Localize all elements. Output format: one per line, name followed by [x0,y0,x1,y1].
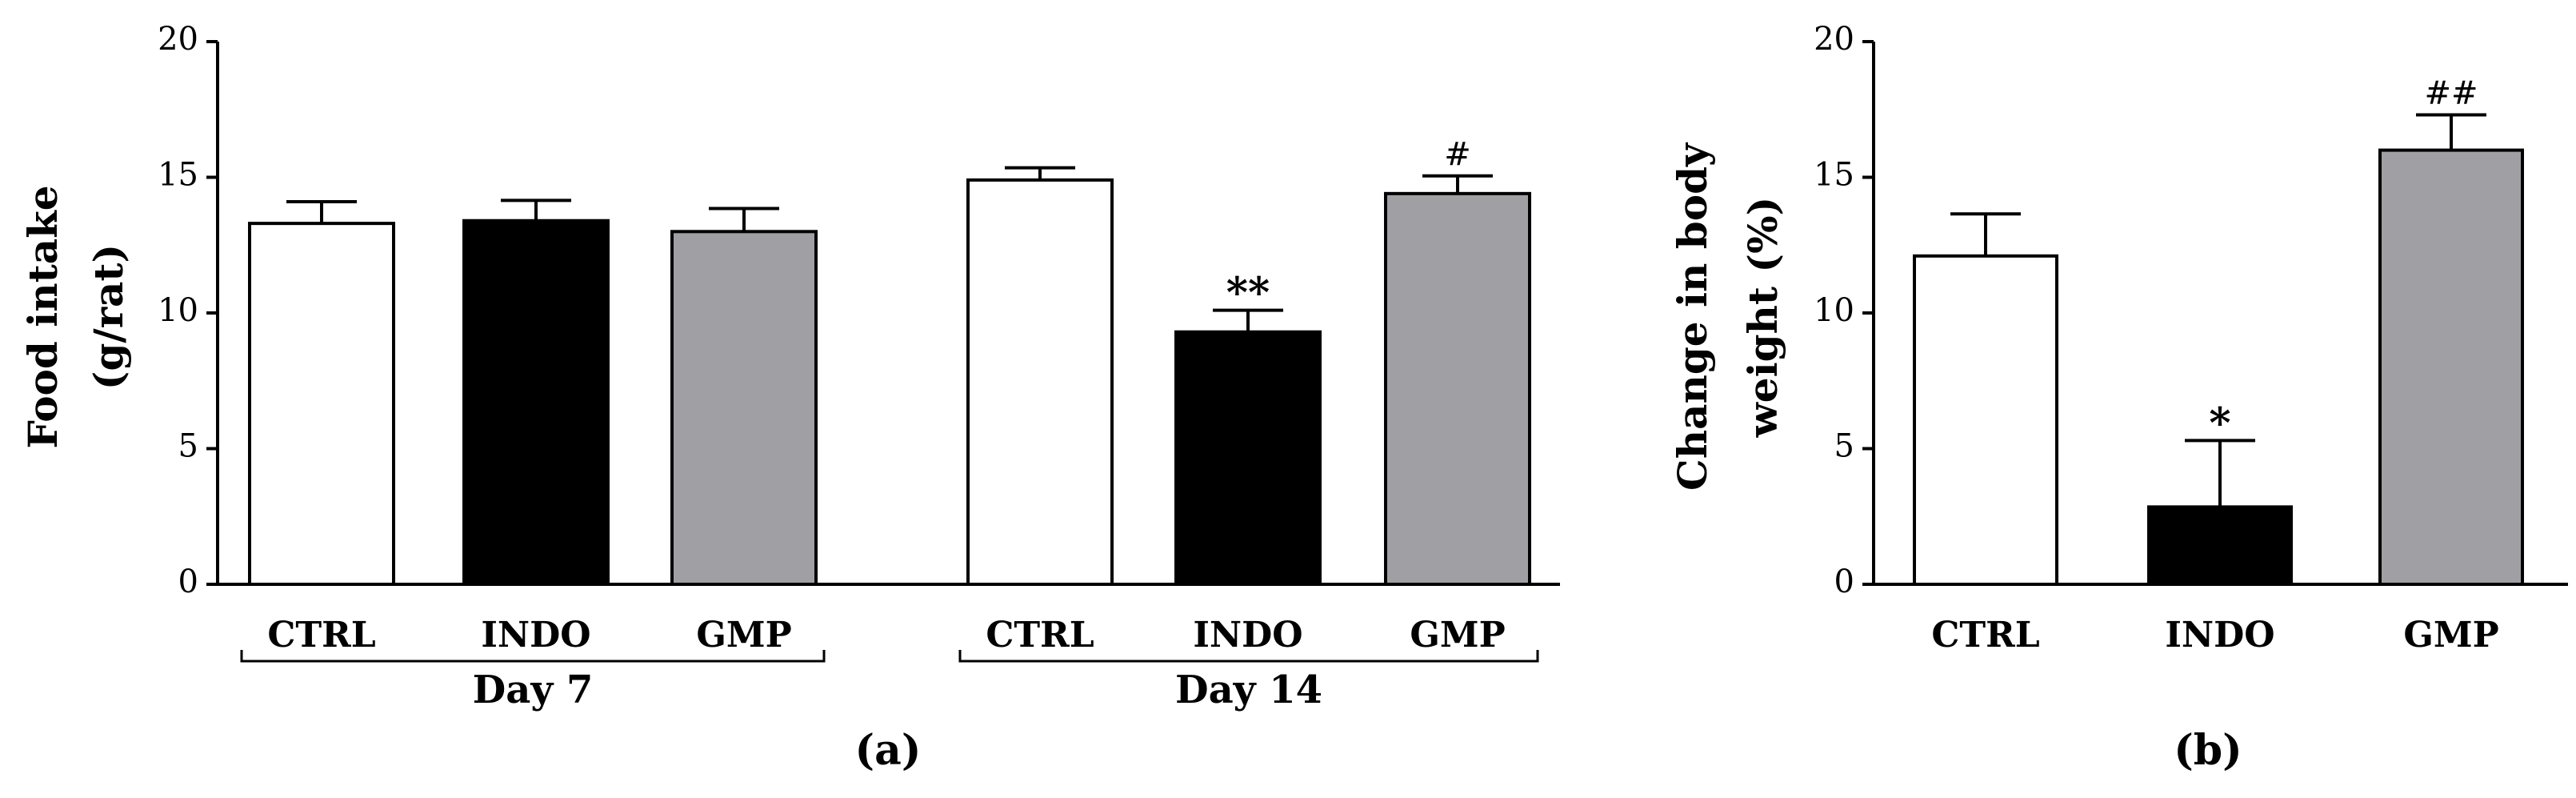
y-tick-label: 5 [1834,428,1854,465]
y-tick-label: 0 [178,563,198,600]
bar-gmp [670,230,818,586]
significance-marker: # [1444,136,1471,173]
panel-label: (a) [855,726,922,775]
group-label: Day 14 [1175,668,1322,712]
category-label: CTRL [267,615,375,656]
category-label: CTRL [1931,615,2039,656]
group-bracket [240,650,826,663]
bar-indo [1174,330,1322,586]
y-axis-label: Food intake [19,185,66,448]
category-label: INDO [2165,615,2274,656]
y-axis-label: Change in body [1669,142,1716,491]
bar-indo [2147,505,2293,587]
category-label: GMP [696,615,791,656]
panel-a-chart: Food intake (g/rat) 0 5 10 15 20 CTRL INDO GMP Day… [19,21,1560,775]
y-tick-label: 20 [1814,21,1854,58]
bar-ctrl [248,222,395,586]
bar-ctrl [966,178,1114,586]
y-tick-label: 10 [1814,292,1854,329]
bar-gmp [1384,191,1531,586]
panel-label: (b) [2174,726,2242,775]
y-tick-label: 10 [158,292,198,329]
category-label: INDO [1193,615,1302,656]
y-tick-label: 5 [178,428,198,465]
y-axis-label: weight (%) [1739,197,1786,439]
bar-gmp [2378,148,2524,587]
significance-marker: ** [1226,269,1270,318]
y-tick-label: 20 [158,21,198,58]
y-tick-label: 0 [1834,563,1854,600]
bar-indo [462,219,610,586]
category-label: CTRL [986,615,1094,656]
panel-b-chart: Change in body weight (%) 0 5 10 15 20 CTRL * IND… [1669,21,2568,775]
significance-marker: * [2209,399,2230,447]
bar-ctrl [1913,254,2058,586]
category-label: INDO [481,615,590,656]
y-tick-label: 15 [158,157,198,194]
group-label: Day 7 [473,668,594,712]
significance-marker: ## [2424,75,2478,112]
y-axis-label: (g/rat) [85,244,132,390]
group-bracket [958,650,1539,663]
category-label: GMP [2403,615,2498,656]
category-label: GMP [1410,615,1505,656]
y-tick-label: 15 [1814,157,1854,194]
